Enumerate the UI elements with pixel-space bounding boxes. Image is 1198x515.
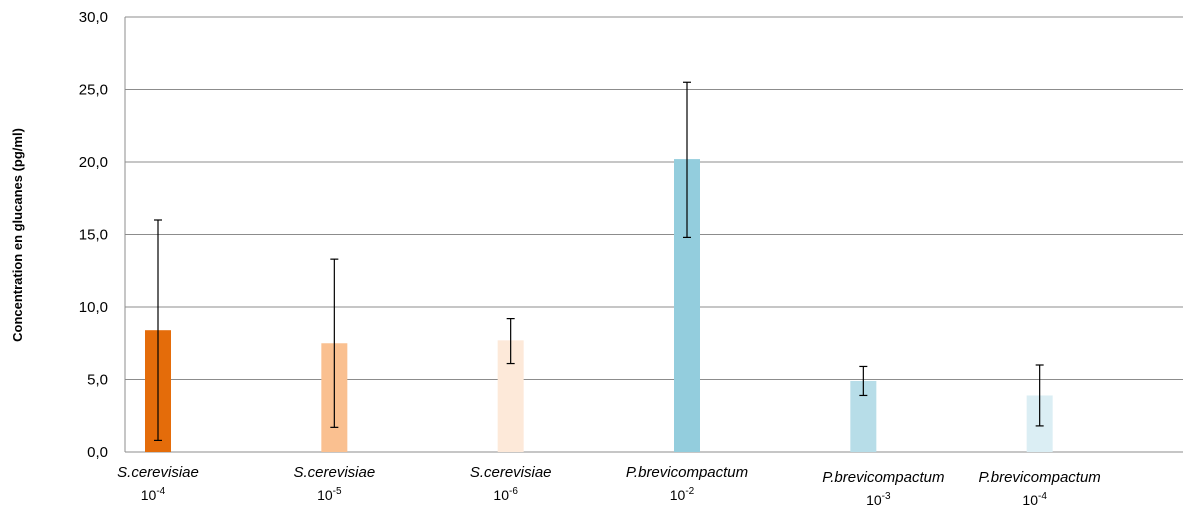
x-category-name: P.brevicompactum xyxy=(979,469,1101,486)
y-tick-label: 30,0 xyxy=(79,9,108,26)
x-category-dilution: 10-6 xyxy=(493,486,518,503)
x-axis-category-labels: S.cerevisiae 10-4 S.cerevisiae 10-5 S.cerevi… xyxy=(117,464,1101,508)
y-tick-label: 5,0 xyxy=(87,372,108,389)
x-category-name: P.brevicompactum xyxy=(822,469,944,486)
x-category-dilution: 10-2 xyxy=(670,486,695,503)
x-category-name: P.brevicompactum xyxy=(626,464,748,481)
y-axis-tick-labels: 0,0 5,0 10,0 15,0 20,0 25,0 30,0 xyxy=(79,9,108,461)
x-category-dilution: 10-3 xyxy=(866,491,891,508)
y-tick-label: 15,0 xyxy=(79,227,108,244)
x-category-name: S.cerevisiae xyxy=(293,464,375,481)
y-tick-label: 20,0 xyxy=(79,154,108,171)
error-bars xyxy=(154,81,1044,441)
gridlines xyxy=(124,16,1183,453)
x-category-name: S.cerevisiae xyxy=(117,464,199,481)
y-tick-label: 25,0 xyxy=(79,82,108,99)
bars xyxy=(145,159,1053,452)
x-category-dilution: 10-4 xyxy=(141,486,166,503)
y-axis-title: Concentration en glucanes (pg/ml) xyxy=(10,128,25,342)
x-category-dilution: 10-5 xyxy=(317,486,342,503)
x-category-dilution: 10-4 xyxy=(1022,491,1047,508)
y-tick-label: 10,0 xyxy=(79,299,108,316)
y-tick-label: 0,0 xyxy=(87,444,108,461)
x-category-name: S.cerevisiae xyxy=(470,464,552,481)
